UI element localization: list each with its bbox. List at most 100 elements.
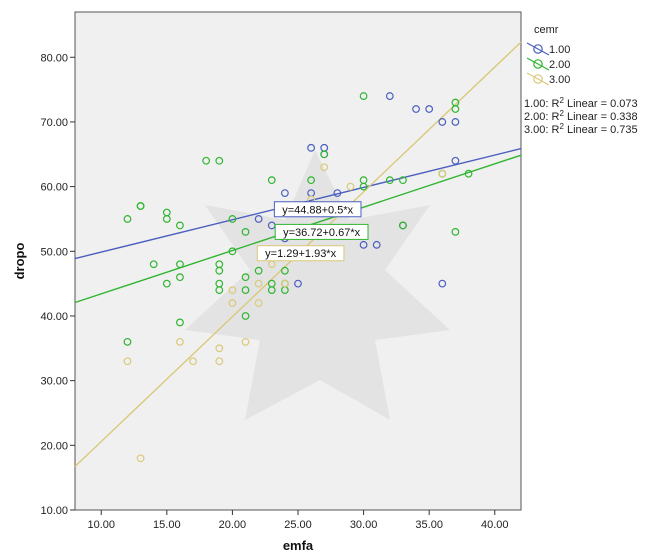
- equation-label: y=44.88+0.5*x: [282, 204, 353, 216]
- equation-labels: y=44.88+0.5*x y=36.72+0.67*x y=1.29+1.93*x: [256, 201, 369, 262]
- data-point: [438, 279, 447, 288]
- data-point: [123, 357, 132, 366]
- y-tick-label: 10.00: [40, 505, 68, 517]
- legend-line-swatch: [526, 72, 550, 86]
- legend-entries: 1.00 2.00 3.00: [526, 42, 570, 86]
- x-tick-label: 10.00: [87, 519, 115, 531]
- legend-r2-label: 3.00: R2 Linear = 0.735: [524, 122, 638, 136]
- data-point: [307, 143, 316, 152]
- data-point: [241, 273, 250, 282]
- data-point: [359, 182, 368, 191]
- equation-box: [256, 245, 345, 262]
- data-point: [176, 273, 184, 282]
- data-point: [254, 279, 263, 288]
- x-tick-label: 40.00: [481, 519, 509, 531]
- data-point: [215, 357, 224, 366]
- data-point: [189, 357, 197, 366]
- legend-line-swatch: [526, 57, 550, 71]
- y-tick-label: 80.00: [40, 52, 68, 64]
- data-point: [176, 260, 184, 269]
- equation-label: y=36.72+0.67*x: [283, 227, 361, 239]
- data-point: [162, 279, 171, 288]
- data-point: [359, 92, 368, 100]
- data-point: [176, 318, 184, 327]
- y-tick-label: 40.00: [40, 311, 68, 323]
- y-tick-label: 70.00: [40, 117, 68, 129]
- data-point: [267, 286, 276, 295]
- data-point: [228, 247, 237, 256]
- data-point: [346, 182, 355, 191]
- data-point: [176, 337, 184, 346]
- data-point: [215, 266, 224, 275]
- legend-label: 2.00: [549, 59, 570, 71]
- data-point: [254, 266, 263, 275]
- legend-r2-label: 2.00: R2 Linear = 0.338: [524, 109, 638, 123]
- data-point: [320, 163, 329, 172]
- data-point: [372, 240, 381, 249]
- data-point: [267, 176, 276, 185]
- data-point: [438, 169, 447, 178]
- data-point: [425, 105, 434, 113]
- data-point: [280, 266, 289, 275]
- legend: cemr 1.00 2.00 3.00 1.00: R2 Linear = 0.07…: [524, 24, 638, 136]
- data-point: [399, 176, 407, 185]
- x-tick-label: 35.00: [415, 519, 443, 531]
- legend-label: 3.00: [549, 74, 570, 86]
- data-point: [136, 454, 145, 463]
- legend-marker: [533, 59, 543, 69]
- data-point: [280, 189, 289, 197]
- data-point: [451, 227, 460, 236]
- data-point: [451, 156, 460, 165]
- y-tick-label: 20.00: [40, 440, 68, 452]
- data-point: [280, 279, 289, 288]
- data-point: [451, 118, 460, 126]
- x-tick-label: 25.00: [284, 519, 312, 531]
- data-point: [438, 118, 447, 126]
- x-tick-label: 20.00: [219, 519, 247, 531]
- data-point: [241, 286, 250, 295]
- data-point: [202, 156, 211, 165]
- data-point: [136, 202, 145, 210]
- legend-r2-label: 1.00: R2 Linear = 0.073: [524, 96, 638, 110]
- legend-label: 1.00: [549, 44, 570, 56]
- legend-marker: [533, 74, 543, 84]
- data-point: [333, 189, 342, 197]
- legend-marker: [533, 44, 543, 54]
- y-axis-title: dropo: [12, 243, 27, 280]
- data-point: [241, 337, 250, 346]
- y-axis-ticks: 10.00 20.00 30.00 40.00 50.00 60.00 70.00 80.00: [40, 52, 75, 517]
- data-point: [228, 286, 237, 295]
- data-point: [228, 299, 237, 307]
- data-point: [149, 260, 158, 269]
- data-point: [320, 150, 329, 159]
- data-point: [451, 105, 460, 113]
- data-point: [241, 227, 250, 236]
- y-tick-label: 30.00: [40, 376, 68, 388]
- data-point: [215, 156, 224, 165]
- x-tick-label: 30.00: [350, 519, 378, 531]
- data-point: [412, 105, 420, 113]
- data-point: [215, 344, 224, 353]
- equation-box: [274, 223, 369, 240]
- legend-line-swatch: [526, 42, 550, 56]
- y-tick-label: 60.00: [40, 182, 68, 194]
- legend-title: cemr: [534, 24, 559, 36]
- data-point: [359, 240, 368, 249]
- y-tick-label: 50.00: [40, 246, 68, 258]
- equation-label: y=1.29+1.93*x: [265, 248, 336, 260]
- data-point: [254, 215, 263, 223]
- data-point: [464, 169, 473, 178]
- data-point: [385, 176, 394, 185]
- data-point: [399, 221, 407, 230]
- x-tick-label: 15.00: [153, 519, 181, 531]
- data-point: [307, 176, 316, 185]
- x-axis-title: emfa: [283, 538, 314, 553]
- equation-box: [273, 201, 362, 218]
- data-point: [228, 215, 237, 223]
- data-point: [294, 279, 302, 288]
- data-point: [215, 286, 224, 295]
- data-point: [241, 312, 250, 320]
- data-point: [254, 299, 263, 307]
